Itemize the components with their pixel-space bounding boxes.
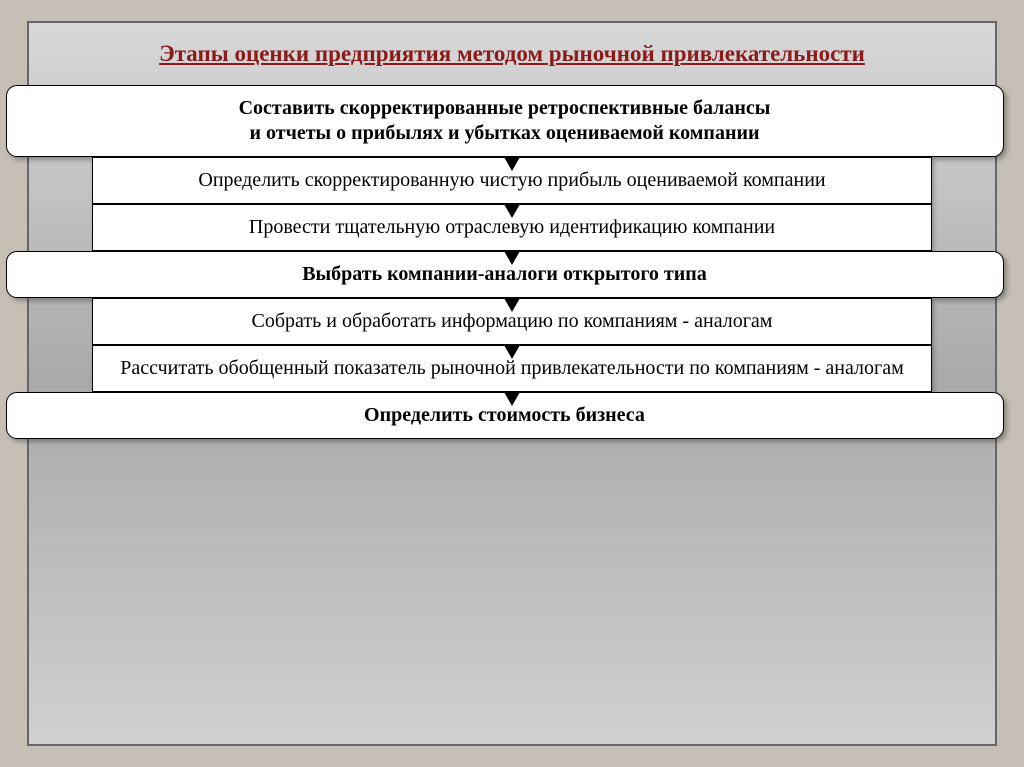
diagram-title: Этапы оценки предприятия методом рыночно… <box>29 41 995 67</box>
flow-node-1: Составить скорректированные ретроспектив… <box>6 85 1004 157</box>
diagram-frame: Этапы оценки предприятия методом рыночно… <box>27 21 997 746</box>
flow-container: Составить скорректированные ретроспектив… <box>29 85 995 439</box>
